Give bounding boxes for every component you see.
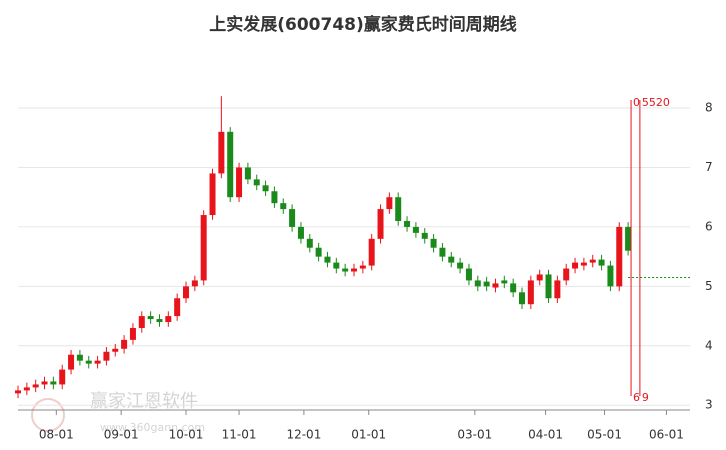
candle-body [510, 283, 517, 293]
candle-body [15, 390, 21, 394]
candle-body [68, 354, 75, 370]
candle-body [85, 360, 92, 364]
candle-body [50, 381, 57, 385]
candle-body [580, 262, 587, 266]
candle-body [448, 256, 455, 263]
x-tick-label: 09-01 [104, 428, 139, 442]
candle-body [76, 354, 83, 361]
y-tick-label: 7 [705, 160, 713, 174]
candle-body [572, 262, 579, 269]
candle-body [191, 280, 198, 287]
candle-body [174, 298, 181, 317]
x-tick-label: 10-01 [169, 428, 204, 442]
candle-body [271, 191, 278, 204]
candle-body [474, 280, 481, 287]
watermark-name: 赢家江恩软件 [90, 390, 198, 412]
x-tick-label: 11-01 [222, 428, 257, 442]
candle-body [492, 283, 499, 288]
y-tick-label: 8 [705, 101, 713, 115]
candle-body [457, 262, 464, 269]
candle-body [421, 232, 428, 239]
candle-body [625, 226, 632, 251]
candle-body [501, 280, 508, 284]
candle-body [244, 167, 251, 180]
candle-body [519, 292, 525, 305]
y-tick-label: 4 [705, 338, 713, 352]
y-tick-label: 5 [705, 279, 713, 293]
candle-body [589, 259, 596, 263]
candle-body [333, 262, 340, 269]
candle-body [554, 280, 561, 299]
candle-body [262, 185, 269, 192]
candle-body [536, 274, 543, 281]
candle-body [412, 226, 419, 233]
chart-title: 上实发展(600748)赢家费氏时间周期线 [209, 14, 517, 35]
candle-body [315, 247, 322, 257]
candle-body [23, 387, 30, 391]
candle-body [324, 256, 331, 263]
candle-body [94, 360, 101, 364]
candle-body [218, 131, 225, 174]
candle-body [253, 179, 260, 186]
candle-body [395, 197, 402, 221]
candle-body [165, 316, 172, 323]
candle-body [227, 131, 234, 198]
candle-body [59, 369, 66, 385]
cycle-bottom-label: 6 [633, 391, 640, 404]
watermark-url: www.360gann.com [100, 421, 205, 434]
x-tick-label: 12-01 [286, 428, 321, 442]
x-tick-label: 05-01 [587, 428, 622, 442]
candle-body [147, 316, 154, 320]
candle-body [598, 259, 605, 266]
candle-body [209, 173, 216, 216]
x-tick-label: 04-01 [528, 428, 563, 442]
candle-body [483, 281, 490, 287]
candle-body [616, 226, 623, 287]
x-tick-label: 01-01 [351, 428, 386, 442]
x-tick-label: 06-01 [649, 428, 684, 442]
candle-body [527, 280, 534, 305]
candle-body [439, 247, 446, 257]
candle-body [386, 197, 393, 210]
candle-body [41, 381, 48, 385]
candle-body [351, 268, 357, 272]
watermark-logo [31, 398, 65, 432]
candle-body [280, 203, 287, 210]
cycle-top-label: 0 [633, 96, 640, 109]
x-tick-label: 08-01 [39, 428, 74, 442]
candle-body [545, 274, 552, 299]
candle-body [112, 348, 119, 352]
candle-body [563, 268, 570, 281]
candle-body [236, 167, 243, 198]
candle-body [156, 319, 163, 323]
candle-body [306, 238, 313, 248]
candle-body [138, 316, 145, 328]
candle-body [465, 268, 472, 281]
candle-body [359, 265, 366, 269]
cycle-top-label: 5520 [642, 96, 670, 109]
cycle-bottom-label: 9 [642, 391, 649, 404]
candle-body [103, 351, 110, 361]
candle-body [183, 286, 189, 299]
y-tick-label: 3 [705, 398, 713, 412]
candle-body [377, 209, 384, 239]
candle-body [32, 384, 39, 388]
candle-body [297, 226, 304, 239]
candle-body [129, 327, 136, 340]
candle-body [430, 238, 437, 248]
x-tick-label: 03-01 [457, 428, 492, 442]
candle-body [404, 220, 411, 227]
candle-body [607, 265, 614, 287]
candle-body [368, 238, 375, 266]
candle-body [289, 209, 296, 227]
candle-body [342, 268, 349, 272]
y-tick-label: 6 [705, 219, 713, 233]
candle-body [200, 215, 207, 281]
watermark: 赢家江恩软件 www.360gann.com [31, 390, 205, 434]
candle-body [121, 339, 128, 349]
